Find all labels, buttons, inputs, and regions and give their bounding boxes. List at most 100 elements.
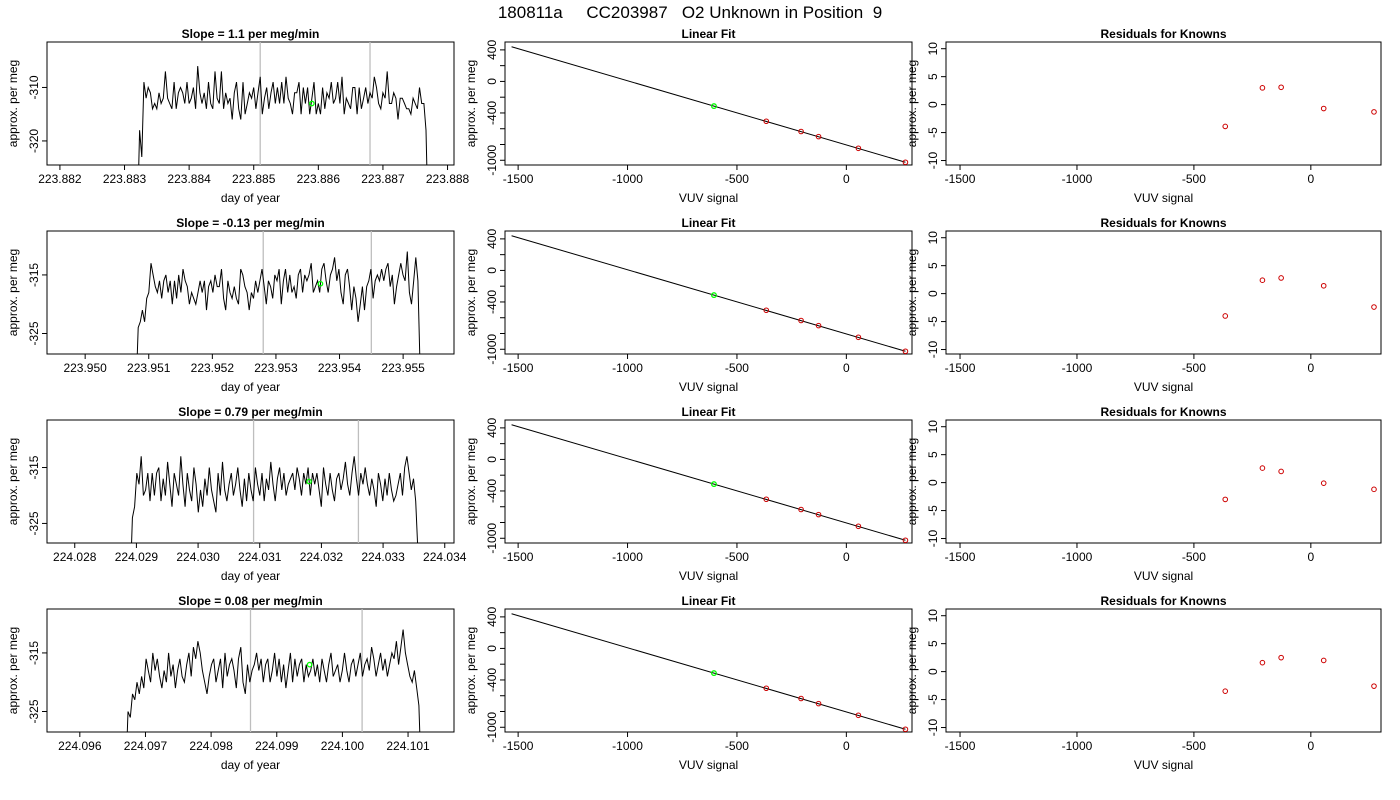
x-tick-label: -500 <box>725 361 749 375</box>
chart-panel-r3c0: Slope = 0.08 per meg/min 224.096 224.097 22… <box>6 594 455 772</box>
plot-frame <box>504 230 913 355</box>
plot-area <box>131 420 419 543</box>
x-tick-label: 223.886 <box>297 172 341 186</box>
y-tick-label: -1000 <box>485 712 499 743</box>
x-tick-label: -500 <box>725 550 749 564</box>
known-point <box>1259 85 1266 91</box>
known-point <box>1222 496 1229 503</box>
panel-title: Linear Fit <box>681 27 735 41</box>
known-point <box>902 159 909 165</box>
fit-line <box>511 424 906 541</box>
plot-frame <box>504 608 913 733</box>
y-tick-label: 0 <box>485 645 499 652</box>
known-point <box>855 334 862 341</box>
y-tick-label: 400 <box>485 418 499 438</box>
chart-panel-r0c1: Linear Fit -1500 -1000 -500 0 400 0 -400 -1000 VU… <box>464 27 913 205</box>
known-point <box>1320 657 1327 664</box>
known-point <box>902 348 909 354</box>
panel-title: Linear Fit <box>681 216 735 230</box>
known-point <box>1320 480 1327 486</box>
x-tick-label: -1500 <box>503 739 534 753</box>
y-axis-label: approx. per meg <box>6 60 20 147</box>
series-line <box>138 66 428 165</box>
x-tick-label: 0 <box>1307 550 1314 564</box>
y-tick-label: -5 <box>926 127 940 138</box>
y-tick-label: -325 <box>27 699 41 723</box>
known-point <box>855 712 862 719</box>
x-tick-label: 0 <box>1307 739 1314 753</box>
known-point <box>902 726 909 732</box>
y-axis-label: approx. per meg <box>6 627 20 714</box>
y-tick-label: -315 <box>27 641 41 665</box>
y-tick-label: -320 <box>27 129 41 153</box>
x-tick-label: 224.028 <box>53 550 97 564</box>
y-tick-label: 10 <box>926 231 940 245</box>
known-point <box>763 685 770 692</box>
x-tick-label: 0 <box>843 361 850 375</box>
unknown-point <box>711 292 717 299</box>
x-tick-label: -500 <box>725 172 749 186</box>
mean-marker <box>306 478 312 485</box>
x-tick-label: -1500 <box>503 361 534 375</box>
figure-title: 180811a CC203987 O2 Unknown in Position … <box>498 3 882 22</box>
x-tick-label: 224.033 <box>361 550 405 564</box>
x-axis-label: day of year <box>221 758 280 772</box>
x-tick-label: 224.034 <box>423 550 467 564</box>
chart-panel-r2c2: Residuals for Knowns -1500 -1000 -500 0 10 5 0 -… <box>905 405 1382 583</box>
panels: Slope = 1.1 per meg/min 223.882 223.883 223… <box>6 27 1382 772</box>
x-axis-label: VUV signal <box>679 569 738 583</box>
chart-panel-r1c2: Residuals for Knowns -1500 -1000 -500 0 10 5 0 -… <box>905 216 1382 394</box>
known-point <box>798 317 804 324</box>
y-axis-label: approx. per meg <box>464 60 478 147</box>
x-tick-label: 223.882 <box>38 172 82 186</box>
y-tick-label: -5 <box>926 505 940 516</box>
series-line <box>136 251 421 354</box>
y-tick-label: -325 <box>27 511 41 535</box>
plot-area <box>511 613 909 732</box>
y-tick-label: 10 <box>926 609 940 623</box>
x-tick-label: -1000 <box>612 550 643 564</box>
known-point <box>798 506 804 513</box>
mean-marker <box>309 100 315 107</box>
y-axis-label: approx. per meg <box>464 249 478 336</box>
plot-frame <box>504 419 913 544</box>
known-point <box>815 133 822 140</box>
x-axis-label: VUV signal <box>679 191 738 205</box>
x-tick-label: 0 <box>843 550 850 564</box>
x-tick-label: -1000 <box>1062 739 1093 753</box>
known-point <box>1371 304 1377 310</box>
panel-title: Linear Fit <box>681 594 735 608</box>
x-tick-label: 223.955 <box>381 361 425 375</box>
known-point <box>1278 84 1284 91</box>
plot-area <box>138 42 428 165</box>
series-line <box>126 629 421 732</box>
chart-panel-r2c1: Linear Fit -1500 -1000 -500 0 400 0 -400 -1000 VU… <box>464 405 913 583</box>
x-tick-label: 0 <box>1307 361 1314 375</box>
y-tick-label: -5 <box>926 694 940 705</box>
y-tick-label: -400 <box>485 101 499 125</box>
x-tick-label: 223.952 <box>191 361 235 375</box>
x-tick-label: 223.884 <box>167 172 211 186</box>
x-tick-label: -1500 <box>945 361 976 375</box>
x-tick-label: 224.101 <box>386 739 430 753</box>
plot-frame <box>945 419 1382 544</box>
y-tick-label: -400 <box>485 479 499 503</box>
x-axis-label: VUV signal <box>679 758 738 772</box>
known-point <box>1320 105 1327 112</box>
y-tick-label: 0 <box>926 290 940 297</box>
y-tick-label: 10 <box>926 42 940 56</box>
known-point <box>798 695 804 702</box>
plot-frame <box>46 41 455 166</box>
known-point <box>1222 313 1229 319</box>
x-tick-label: 224.097 <box>124 739 168 753</box>
x-tick-label: 223.953 <box>254 361 298 375</box>
x-tick-label: 223.951 <box>127 361 171 375</box>
plot-area <box>511 46 909 165</box>
known-point <box>1371 486 1377 493</box>
x-tick-label: 223.887 <box>361 172 405 186</box>
plot-area <box>126 609 421 732</box>
known-point <box>855 145 862 152</box>
plot-frame <box>945 41 1382 166</box>
x-tick-label: -500 <box>1182 550 1206 564</box>
